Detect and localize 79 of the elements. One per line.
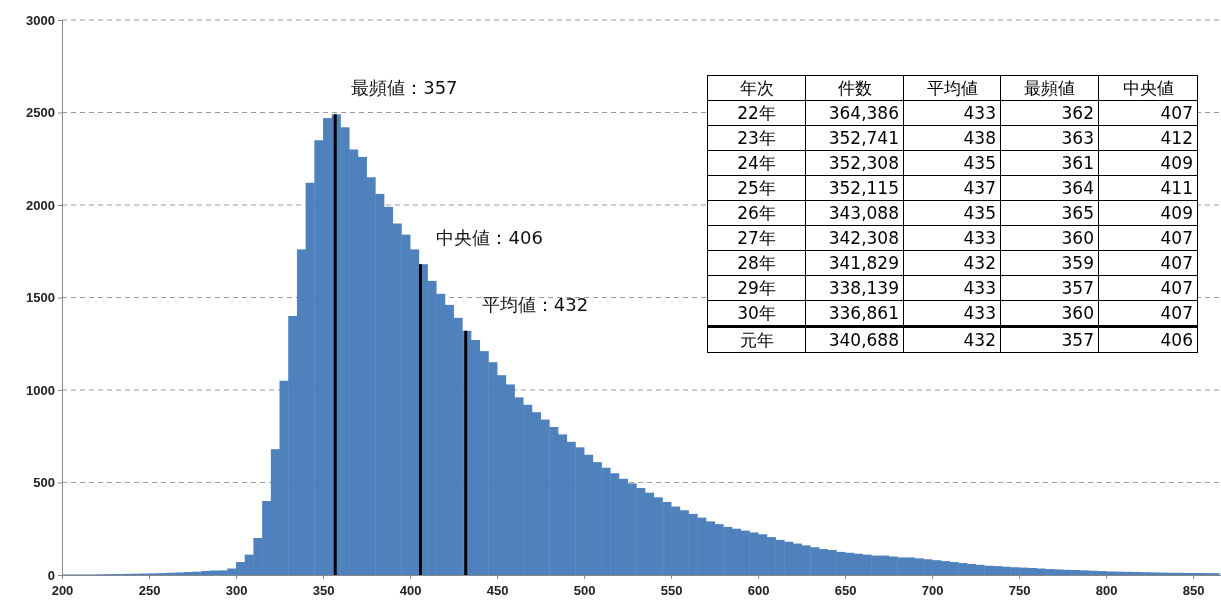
data-label: 407 bbox=[1098, 225, 1198, 251]
x-tick-label: 850 bbox=[1182, 583, 1205, 598]
data-label: 412 bbox=[1098, 125, 1198, 151]
x-tick-label: 700 bbox=[921, 583, 944, 598]
data-label: 407 bbox=[1098, 275, 1198, 301]
data-label: 433 bbox=[903, 275, 1001, 301]
data-label: 338,139 bbox=[805, 275, 904, 301]
data-label: 433 bbox=[903, 100, 1001, 126]
x-tick-label: 500 bbox=[573, 583, 596, 598]
y-tick-label: 3000 bbox=[26, 12, 55, 28]
data-label: 341,829 bbox=[805, 250, 904, 276]
y-tick-label: 29年 bbox=[707, 275, 806, 301]
ref-line-label: 平均値：432 bbox=[481, 293, 589, 315]
data-label: 409 bbox=[1098, 150, 1198, 176]
y-tick-label: 27年 bbox=[707, 225, 806, 251]
x-tick-label: 250 bbox=[138, 583, 161, 598]
y-axis-title: 年次 bbox=[707, 75, 806, 101]
data-label: 361 bbox=[1000, 150, 1099, 176]
y-tick-label: 500 bbox=[33, 475, 55, 491]
y-tick-label: 2000 bbox=[26, 197, 55, 213]
y-tick-label: 元年 bbox=[707, 326, 806, 353]
data-label: 437 bbox=[903, 175, 1001, 201]
x-tick-label: 中央値 bbox=[1098, 75, 1198, 101]
x-tick-label: 200 bbox=[51, 583, 74, 598]
data-label: 352,115 bbox=[805, 175, 904, 201]
data-label: 357 bbox=[1000, 326, 1099, 353]
x-tick-label: 件数 bbox=[805, 75, 904, 101]
data-label: 435 bbox=[903, 150, 1001, 176]
data-label: 365 bbox=[1000, 200, 1099, 226]
ref-line-label: 中央値：406 bbox=[436, 227, 543, 249]
y-tick-label: 22年 bbox=[707, 100, 806, 126]
y-tick-label: 1500 bbox=[26, 290, 55, 306]
x-tick-label: 600 bbox=[747, 583, 770, 598]
data-label: 364 bbox=[1000, 175, 1099, 201]
y-tick-label: 26年 bbox=[707, 200, 806, 226]
data-label: 438 bbox=[903, 125, 1001, 151]
x-tick-label: 最頻値 bbox=[1000, 75, 1099, 101]
data-label: 336,861 bbox=[805, 300, 904, 327]
data-label: 342,308 bbox=[805, 225, 904, 251]
x-tick-label: 650 bbox=[834, 583, 857, 598]
data-label: 352,308 bbox=[805, 150, 904, 176]
data-label: 360 bbox=[1000, 300, 1099, 327]
x-tick-label: 800 bbox=[1095, 583, 1118, 598]
data-label: 362 bbox=[1000, 100, 1099, 126]
y-tick-label: 24年 bbox=[707, 150, 806, 176]
y-tick-label: 28年 bbox=[707, 250, 806, 276]
data-label: 343,088 bbox=[805, 200, 904, 226]
data-label: 432 bbox=[903, 250, 1001, 276]
x-tick-label: 300 bbox=[225, 583, 248, 598]
x-tick-label: 450 bbox=[486, 583, 509, 598]
y-tick-label: 0 bbox=[47, 567, 55, 583]
y-tick-label: 25年 bbox=[707, 175, 806, 201]
data-label: 360 bbox=[1000, 225, 1099, 251]
data-label: 435 bbox=[903, 200, 1001, 226]
data-label: 406 bbox=[1098, 326, 1198, 353]
y-tick-label: 1000 bbox=[26, 382, 55, 398]
data-label: 409 bbox=[1098, 200, 1198, 226]
y-tick-label: 2500 bbox=[26, 105, 55, 121]
ref-line-label: 最頻値：357 bbox=[351, 77, 458, 99]
data-label: 411 bbox=[1098, 175, 1198, 201]
x-tick-label: 平均値 bbox=[903, 75, 1001, 101]
data-label: 433 bbox=[903, 225, 1001, 251]
data-label: 363 bbox=[1000, 125, 1099, 151]
x-tick-label: 750 bbox=[1008, 583, 1031, 598]
data-label: 407 bbox=[1098, 100, 1198, 126]
data-label: 432 bbox=[903, 326, 1001, 353]
x-tick-label: 550 bbox=[660, 583, 683, 598]
data-label: 433 bbox=[903, 300, 1001, 327]
data-label: 364,386 bbox=[805, 100, 904, 126]
data-label: 340,688 bbox=[805, 326, 904, 353]
data-label: 359 bbox=[1000, 250, 1099, 276]
x-tick-label: 400 bbox=[399, 583, 422, 598]
data-label: 407 bbox=[1098, 300, 1198, 327]
data-label: 357 bbox=[1000, 275, 1099, 301]
y-tick-label: 23年 bbox=[707, 125, 806, 151]
x-tick-label: 350 bbox=[312, 583, 335, 598]
data-label: 352,741 bbox=[805, 125, 904, 151]
y-tick-label: 30年 bbox=[707, 300, 806, 327]
data-label: 407 bbox=[1098, 250, 1198, 276]
